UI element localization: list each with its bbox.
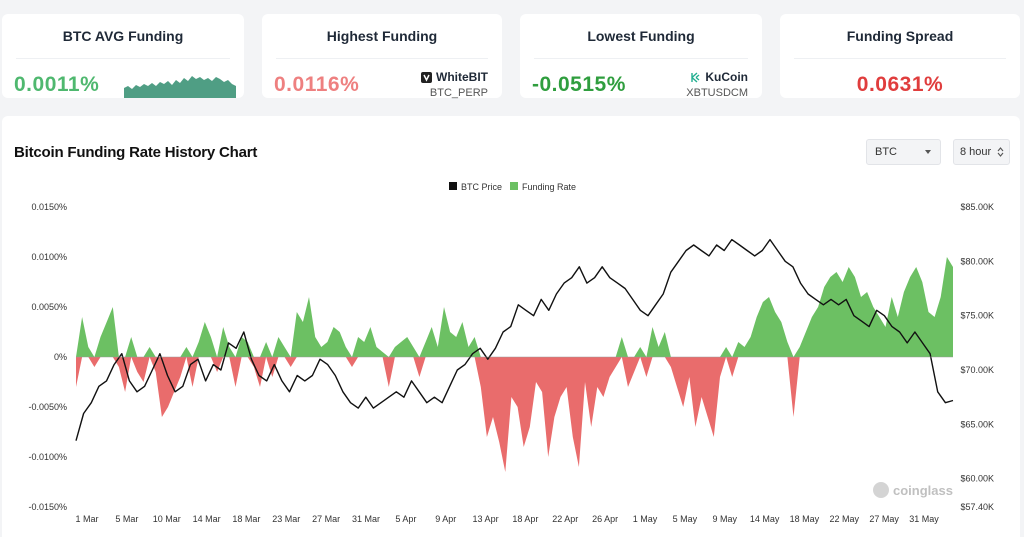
- y-right-tick-label: $60.00K: [960, 474, 994, 484]
- avg-funding-sparkline: [124, 76, 236, 98]
- card-title: Lowest Funding: [587, 28, 695, 44]
- highest-funding-value: 0.0116%: [274, 73, 360, 96]
- card-title: BTC AVG Funding: [62, 28, 184, 44]
- kucoin-logo-icon: [691, 71, 700, 83]
- card-divider: [794, 58, 1006, 59]
- legend-label-funding-rate: Funding Rate: [522, 182, 576, 192]
- x-tick-label: 14 May: [750, 514, 780, 524]
- card-lowest-funding: Lowest Funding -0.0515% KuCoin XBTUSDCM: [520, 14, 762, 99]
- y-left-tick-label: 0.0150%: [31, 202, 67, 212]
- interval-select[interactable]: 8 hour: [953, 139, 1010, 165]
- x-tick-label: 1 May: [633, 514, 658, 524]
- x-tick-label: 1 Mar: [75, 514, 98, 524]
- whitebit-logo-icon: [421, 71, 432, 83]
- card-title: Funding Spread: [846, 28, 954, 44]
- x-tick-label: 23 Mar: [272, 514, 300, 524]
- legend-swatch-btc-price: [449, 182, 457, 190]
- card-title: Highest Funding: [326, 28, 438, 44]
- coin-select-value: BTC: [875, 146, 897, 158]
- card-divider: [16, 58, 230, 59]
- x-tick-label: 22 May: [830, 514, 860, 524]
- x-tick-label: 5 May: [673, 514, 698, 524]
- card-divider: [276, 58, 488, 59]
- card-avg-funding: BTC AVG Funding 0.0011%: [2, 14, 244, 98]
- exchange-name: KuCoin: [705, 70, 748, 84]
- x-tick-label: 9 May: [712, 514, 737, 524]
- x-tick-label: 18 Apr: [512, 514, 538, 524]
- y-right-tick-label: $75.00K: [960, 311, 994, 321]
- y-right-tick-label: $85.00K: [960, 202, 994, 212]
- up-down-stepper-icon: [997, 147, 1004, 157]
- card-highest-funding: Highest Funding 0.0116% WhiteBIT BTC_PER…: [262, 14, 502, 99]
- x-tick-label: 31 May: [909, 514, 939, 524]
- funding-rate-positive-area: [76, 257, 953, 357]
- y-left-tick-label: -0.0050%: [28, 402, 67, 412]
- x-tick-label: 27 Mar: [312, 514, 340, 524]
- x-tick-label: 18 May: [790, 514, 820, 524]
- y-right-tick-label: $80.00K: [960, 256, 994, 266]
- y-left-tick-label: 0.0050%: [31, 302, 67, 312]
- highest-funding-exchange[interactable]: WhiteBIT BTC_PERP: [421, 70, 488, 99]
- funding-rate-negative-area: [76, 357, 953, 472]
- y-left-tick-label: 0.0100%: [31, 252, 67, 262]
- card-funding-spread: Funding Spread 0.0631%: [780, 14, 1020, 98]
- lowest-funding-value: -0.0515%: [532, 73, 626, 96]
- interval-select-value: 8 hour: [960, 146, 992, 158]
- exchange-pair: BTC_PERP: [429, 87, 488, 99]
- y-right-tick-label: $65.00K: [960, 419, 994, 429]
- x-tick-label: 18 Mar: [232, 514, 260, 524]
- x-tick-label: 26 Apr: [592, 514, 618, 524]
- coinglass-watermark-icon: [873, 482, 889, 498]
- x-tick-label: 13 Apr: [473, 514, 499, 524]
- x-tick-label: 22 Apr: [552, 514, 578, 524]
- y-left-tick-label: -0.0100%: [28, 452, 67, 462]
- coin-select[interactable]: BTC: [866, 139, 941, 165]
- x-tick-label: 5 Apr: [395, 514, 416, 524]
- funding-spread-value: 0.0631%: [856, 73, 944, 96]
- caret-down-icon: [925, 150, 931, 154]
- chart-title: Bitcoin Funding Rate History Chart: [14, 144, 258, 161]
- exchange-pair: XBTUSDCM: [686, 87, 748, 99]
- x-tick-label: 31 Mar: [352, 514, 380, 524]
- y-left-tick-label: 0%: [54, 352, 67, 362]
- lowest-funding-exchange[interactable]: KuCoin XBTUSDCM: [686, 70, 748, 99]
- x-tick-label: 5 Mar: [115, 514, 138, 524]
- legend-label-btc-price: BTC Price: [461, 182, 502, 192]
- y-left-tick-label: -0.0150%: [28, 502, 67, 512]
- card-divider: [534, 58, 748, 59]
- coinglass-watermark-text: coinglass: [893, 483, 953, 498]
- exchange-name: WhiteBIT: [436, 70, 488, 84]
- y-right-tick-label: $57.40K: [960, 502, 994, 512]
- avg-funding-value: 0.0011%: [14, 73, 100, 96]
- x-tick-label: 14 Mar: [193, 514, 221, 524]
- y-right-tick-label: $70.00K: [960, 365, 994, 375]
- x-tick-label: 27 May: [869, 514, 899, 524]
- funding-rate-chart: 0.0150% 0.0100% 0.0050% 0% -0.0050% -0.0100% -…: [28, 182, 994, 524]
- x-tick-label: 9 Apr: [435, 514, 456, 524]
- x-tick-label: 10 Mar: [153, 514, 181, 524]
- btc-price-line: [75, 238, 954, 441]
- legend-swatch-funding-rate: [510, 182, 518, 190]
